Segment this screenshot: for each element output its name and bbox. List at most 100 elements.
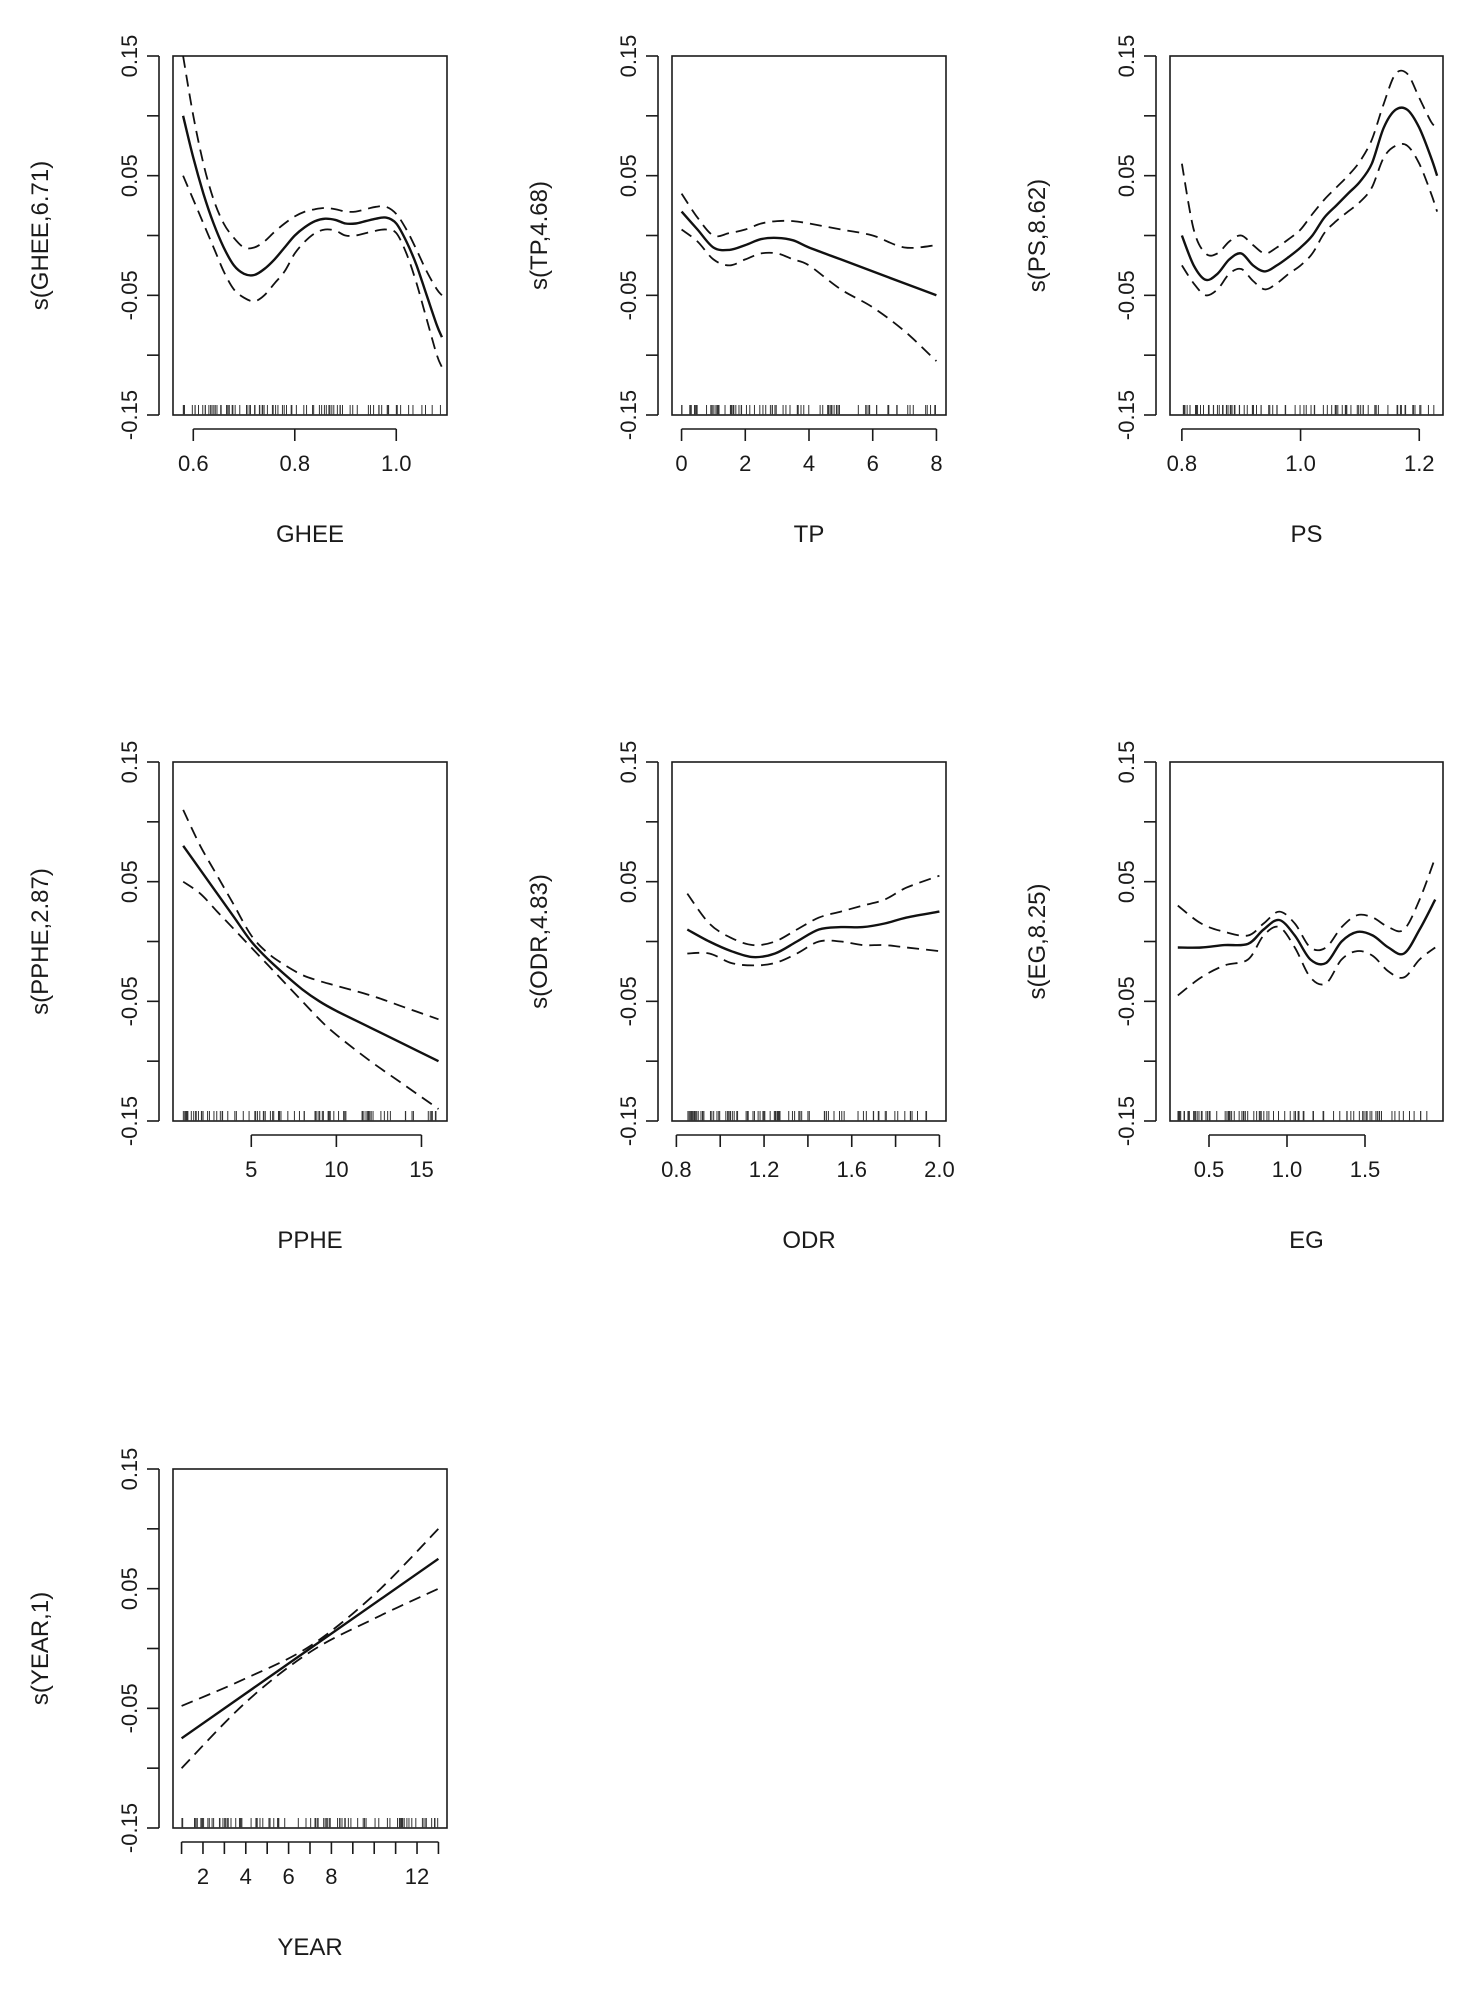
x-tick-label: 8 [325,1864,337,1889]
y-axis-title: s(TP,4.68) [526,181,553,290]
y-tick-label: 0.05 [616,154,641,197]
y-tick-label: 0.05 [1114,860,1139,903]
y-tick-label: -0.15 [1114,390,1139,440]
y-tick-label: 0.15 [1114,741,1139,784]
panel-tp: -0.15 -0.05 0.05 0.15 0 2 4 6 8 TP s(TP,4.68) [526,35,947,548]
x-tick-label: 0.8 [279,451,310,476]
smooth-fit-line [686,910,940,959]
plot-frame [1169,761,1444,1122]
panel-eg: -0.15 -0.05 0.05 0.15 0.5 1.0 1.5 EG s(EG,8.25) [1024,741,1444,1254]
upper-ci-line [686,874,940,947]
x-tick-label: 1.2 [1404,451,1435,476]
smooth-fit-line [1180,106,1439,282]
smooth-fit-line [680,210,937,297]
plot-frame [671,55,947,416]
y-tick-label: -0.15 [117,390,142,440]
x-tick-label: 0.8 [661,1157,692,1182]
x-axis-title: PPHE [277,1227,342,1254]
panel-ghee: -0.15 -0.05 0.05 0.15 0.6 0.8 1.0 GHEE s(GHEE,6.… [27,35,448,548]
y-axis-title: s(PPHE,2.87) [27,868,54,1015]
x-tick-label: 8 [930,451,942,476]
rug-ticks [681,405,936,415]
lower-ci-line [182,880,440,1110]
upper-ci-line [181,1528,440,1707]
plot-frame [172,761,448,1122]
y-tick-label: -0.05 [117,1683,142,1733]
x-axis-title: ODR [782,1227,835,1254]
y-tick-label: 0.05 [117,1567,142,1610]
y-axis-title: s(GHEE,6.71) [27,161,54,310]
lower-ci-line [182,175,443,368]
y-tick-label: 0.15 [117,35,142,78]
x-axis-title: YEAR [277,1934,342,1961]
rug-ticks [1177,1111,1428,1121]
lower-ci-line [681,228,938,362]
y-tick-label: 0.05 [1114,154,1139,197]
x-tick-label: 10 [324,1157,348,1182]
x-tick-label: 5 [245,1157,257,1182]
lower-ci-line [1177,925,1436,997]
x-tick-label: 1.0 [381,451,412,476]
x-tick-label: 6 [282,1864,294,1889]
x-tick-label: 12 [405,1864,429,1889]
x-tick-label: 0 [675,451,687,476]
upper-ci-line [1177,857,1437,952]
y-tick-label: 0.15 [616,35,641,78]
y-axis-title: s(YEAR,1) [27,1592,54,1705]
lower-ci-line [1181,143,1438,297]
x-tick-label: 2 [197,1864,209,1889]
x-tick-label: 1.2 [749,1157,780,1182]
panel-odr: -0.15 -0.05 0.05 0.15 0.8 1.2 1.6 2.0 ODR s(ODR,4… [526,741,955,1254]
lower-ci-line [687,939,940,967]
plot-frame [172,55,448,416]
plot-frame [172,1468,448,1829]
smooth-fit-line [182,845,440,1063]
y-tick-label: -0.15 [616,390,641,440]
y-tick-label: 0.05 [117,860,142,903]
panel-year: -0.15 -0.05 0.05 0.15 2 4 6 8 12 YEAR s(YEAR,1) [27,1448,448,1961]
y-tick-label: -0.15 [117,1096,142,1146]
y-tick-label: -0.05 [117,976,142,1026]
smooth-fit-line [1177,899,1437,966]
y-tick-label: -0.05 [117,270,142,320]
x-axis-title: TP [794,521,825,548]
y-tick-label: 0.15 [1114,35,1139,78]
panel-pphe: -0.15 -0.05 0.05 0.15 5 10 15 PPHE s(PPHE,2.87) [27,741,448,1254]
x-axis-title: GHEE [276,521,344,548]
x-tick-label: 4 [240,1864,252,1889]
y-tick-label: 0.05 [117,154,142,197]
x-axis-title: EG [1289,1227,1324,1254]
x-tick-label: 1.0 [1285,451,1316,476]
smooth-fit-line [180,1557,440,1740]
rug-ticks [181,1818,439,1828]
rug-ticks [1182,405,1435,415]
y-axis-title: s(PS,8.62) [1024,179,1051,292]
y-tick-label: -0.05 [616,976,641,1026]
x-tick-label: 6 [867,451,879,476]
rug-ticks [182,1111,437,1121]
x-tick-label: 0.8 [1167,451,1198,476]
y-tick-label: 0.05 [616,860,641,903]
x-tick-label: 2 [739,451,751,476]
y-axis-title: s(ODR,4.83) [526,874,553,1009]
x-tick-label: 0.6 [178,451,209,476]
y-tick-label: -0.15 [1114,1096,1139,1146]
plot-frame [1169,55,1444,416]
x-tick-label: 1.5 [1350,1157,1381,1182]
smooth-fit-line [181,115,444,338]
upper-ci-line [182,809,439,1021]
x-tick-label: 1.6 [836,1157,867,1182]
y-axis-title: s(EG,8.25) [1024,883,1051,999]
y-tick-label: -0.05 [1114,976,1139,1026]
rug-ticks [687,1111,928,1121]
y-tick-label: 0.15 [117,741,142,784]
lower-ci-line [180,1587,439,1769]
y-tick-label: -0.15 [117,1803,142,1853]
y-tick-label: 0.15 [117,1448,142,1491]
x-axis-title: PS [1290,521,1322,548]
x-tick-label: 2.0 [924,1157,955,1182]
y-tick-label: -0.15 [616,1096,641,1146]
upper-ci-line [1181,69,1438,257]
x-tick-label: 4 [803,451,815,476]
